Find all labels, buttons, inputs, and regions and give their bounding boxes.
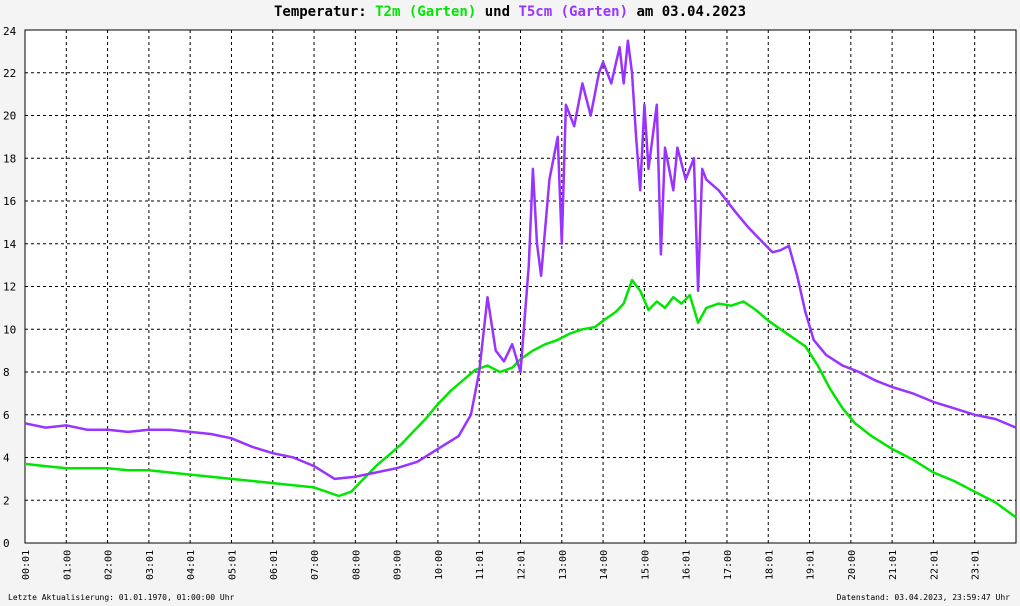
series-line-t5cm [24, 39, 1017, 481]
x-tick-label: 08:00 [351, 550, 362, 580]
x-tick-label: 06:01 [269, 550, 280, 580]
footer-last-update: Letzte Aktualisierung: 01.01.1970, 01:00… [8, 593, 235, 602]
series-line-t2m [24, 278, 1017, 519]
title-suffix: am 03.04.2023 [628, 4, 747, 20]
x-tick-label: 10:00 [434, 550, 445, 580]
x-tick-label: 01:00 [62, 550, 73, 580]
x-tick-label: 16:01 [682, 550, 693, 580]
x-tick-label: 23:01 [971, 550, 982, 580]
x-tick-label: 13:00 [558, 550, 569, 580]
y-tick-label: 14 [3, 238, 17, 251]
y-tick-label: 22 [3, 67, 16, 80]
y-tick-label: 12 [3, 281, 16, 294]
x-tick-label: 04:01 [186, 550, 197, 580]
x-tick-label: 09:00 [393, 550, 404, 580]
x-tick-label: 00:01 [21, 550, 32, 580]
y-tick-label: 2 [3, 494, 10, 507]
title-series-t2m: T2m (Garten) [375, 4, 477, 20]
chart-title: Temperatur: T2m (Garten) und T5cm (Garte… [0, 4, 1020, 20]
x-tick-label: 15:00 [640, 550, 651, 580]
y-tick-label: 10 [3, 323, 16, 336]
x-tick-label: 14:00 [599, 550, 610, 580]
y-tick-label: 18 [3, 152, 16, 165]
x-tick-label: 12:01 [517, 550, 528, 580]
y-tick-label: 24 [3, 25, 17, 38]
x-tick-label: 05:01 [227, 550, 238, 580]
y-tick-label: 8 [3, 366, 10, 379]
x-tick-label: 03:01 [145, 550, 156, 580]
title-joiner: und [476, 4, 519, 20]
y-tick-label: 0 [3, 537, 10, 550]
y-tick-label: 6 [3, 409, 10, 422]
plot-border [24, 29, 1017, 544]
footer-data-status: Datenstand: 03.04.2023, 23:59:47 Uhr [836, 593, 1010, 602]
x-tick-label: 17:00 [723, 550, 734, 580]
x-tick-label: 22:01 [929, 550, 940, 580]
x-tick-label: 02:00 [104, 550, 115, 580]
y-tick-label: 16 [3, 195, 16, 208]
x-tick-label: 07:00 [310, 550, 321, 580]
x-tick-label: 18:01 [764, 550, 775, 580]
x-tick-label: 11:01 [475, 550, 486, 580]
x-tick-label: 20:00 [847, 550, 858, 580]
y-tick-label: 20 [3, 110, 16, 123]
title-series-t5cm: T5cm (Garten) [518, 4, 629, 20]
y-tick-label: 4 [3, 452, 10, 465]
title-prefix: Temperatur: [273, 4, 376, 20]
x-tick-label: 19:01 [806, 550, 817, 580]
x-tick-label: 21:01 [888, 550, 899, 580]
